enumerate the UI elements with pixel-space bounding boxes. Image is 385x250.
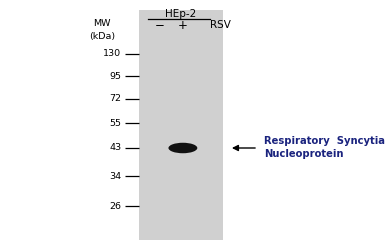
Text: −: −	[155, 19, 165, 32]
Text: 72: 72	[109, 94, 121, 103]
Text: HEp-2: HEp-2	[165, 9, 197, 19]
Text: 95: 95	[109, 72, 121, 81]
Text: MW: MW	[93, 19, 111, 28]
Text: 34: 34	[109, 172, 121, 181]
Text: Respiratory  Syncytial virus: Respiratory Syncytial virus	[264, 136, 385, 146]
Ellipse shape	[169, 143, 197, 153]
Text: +: +	[178, 19, 188, 32]
Bar	[139, 10, 223, 240]
Text: RSV: RSV	[210, 20, 231, 30]
Text: 26: 26	[109, 202, 121, 211]
Text: Nucleoprotein: Nucleoprotein	[264, 149, 343, 159]
Text: (kDa): (kDa)	[89, 32, 115, 41]
Text: 55: 55	[109, 118, 121, 128]
Text: 43: 43	[109, 144, 121, 152]
Text: 130: 130	[103, 49, 121, 58]
